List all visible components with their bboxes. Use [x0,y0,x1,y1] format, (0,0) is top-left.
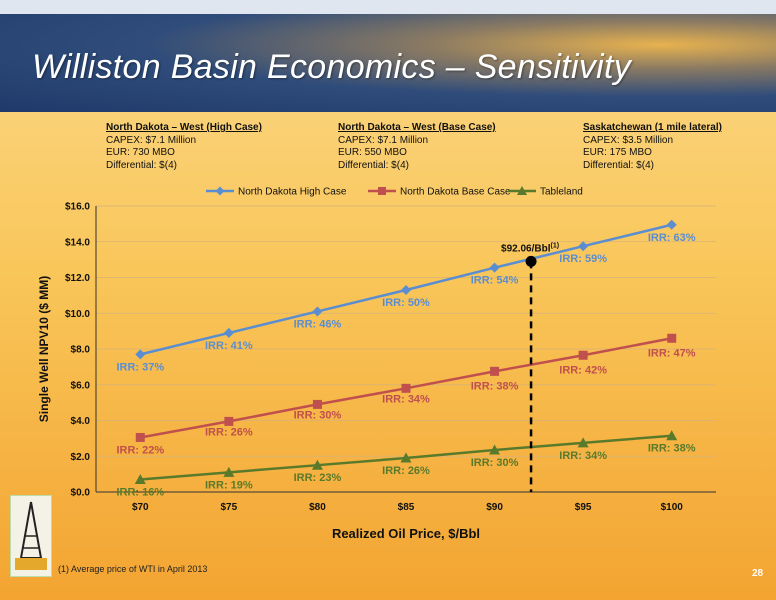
data-point [666,219,677,230]
y-axis-title: Single Well NPV10 ($ MM) [37,276,51,422]
irr-data-label: IRR: 34% [382,393,430,405]
y-tick-label: $14.0 [65,237,90,248]
oil-derrick-icon [15,501,47,570]
page-number: 28 [752,568,764,579]
x-tick-label: $100 [661,502,684,513]
y-tick-label: $16.0 [65,202,90,213]
legend-label: Tableland [540,187,583,198]
case-heading: North Dakota – West (High Case) [106,122,262,133]
data-point [490,366,500,376]
irr-data-label: IRR: 54% [471,275,519,287]
wti-price-marker-dot [525,255,537,267]
legend-label: North Dakota High Case [238,187,347,198]
data-point [311,459,323,470]
irr-data-label: IRR: 63% [648,232,696,244]
irr-data-label: IRR: 30% [471,457,519,469]
title-banner: Williston Basin Economics – Sensitivity [0,0,776,112]
data-point [577,437,589,448]
y-tick-label: $8.0 [71,345,91,356]
data-point [401,383,411,393]
y-tick-label: $6.0 [71,380,91,391]
x-tick-label: $85 [398,502,415,513]
irr-data-label: IRR: 19% [205,479,253,491]
irr-data-label: IRR: 38% [471,380,519,392]
case-info-base: North Dakota – West (Base Case) CAPEX: $… [338,122,496,172]
slide-title: Williston Basin Economics – Sensitivity [32,48,632,86]
x-tick-label: $95 [575,502,592,513]
irr-data-label: IRR: 59% [559,253,607,265]
case-info-high: North Dakota – West (High Case) CAPEX: $… [106,122,262,172]
case-eur: EUR: 730 MBO [106,147,175,158]
irr-data-label: IRR: 23% [294,472,342,484]
irr-data-label: IRR: 26% [382,465,430,477]
y-tick-label: $2.0 [71,452,91,463]
x-tick-label: $70 [132,502,149,513]
case-heading: North Dakota – West (Base Case) [338,122,496,133]
case-eur: EUR: 175 MBO [583,147,652,158]
data-point [400,452,412,463]
wti-price-annotation: $92.06/Bbl(1) [501,242,559,254]
x-axis-title: Realized Oil Price, $/Bbl [332,526,480,541]
irr-data-label: IRR: 42% [559,364,607,376]
irr-data-label: IRR: 46% [294,318,342,330]
irr-data-label: IRR: 37% [116,361,164,373]
irr-data-label: IRR: 41% [205,340,253,352]
data-point [578,241,589,252]
case-capex: CAPEX: $7.1 Million [338,134,429,146]
case-capex: CAPEX: $3.5 Million [583,134,674,146]
x-tick-label: $80 [309,502,326,513]
data-point [578,350,588,360]
irr-data-label: IRR: 47% [648,347,696,359]
data-point [223,327,234,338]
data-point [135,432,145,442]
case-differential: Differential: $(4) [583,159,654,171]
data-point [312,306,323,317]
case-heading: Saskatchewan (1 mile lateral) [583,122,722,133]
irr-data-label: IRR: 26% [205,426,253,438]
case-eur: EUR: 550 MBO [338,147,407,158]
case-capex: CAPEX: $7.1 Million [106,134,197,146]
company-logo [10,495,52,577]
irr-data-label: IRR: 50% [382,297,430,309]
y-tick-label: $12.0 [65,273,90,284]
legend-marker [215,186,225,196]
data-point [135,349,146,360]
data-point [489,444,501,455]
x-tick-label: $75 [221,502,238,513]
case-differential: Differential: $(4) [338,159,409,171]
irr-data-label: IRR: 38% [648,443,696,455]
data-point [489,262,500,273]
x-tick-label: $90 [486,502,503,513]
irr-data-label: IRR: 22% [116,444,164,456]
legend-label: North Dakota Base Case [400,187,511,198]
data-point [312,399,322,409]
data-point [224,416,234,426]
y-tick-label: $4.0 [71,416,91,427]
irr-data-label: IRR: 16% [116,486,164,498]
legend-marker [378,187,386,195]
legend-marker [517,186,527,195]
irr-data-label: IRR: 34% [559,450,607,462]
y-tick-label: $0.0 [71,488,91,499]
y-tick-label: $10.0 [65,309,90,320]
data-point [223,466,235,477]
data-point [134,473,146,484]
case-differential: Differential: $(4) [106,159,177,171]
data-point [667,333,677,343]
footnote: (1) Average price of WTI in April 2013 [58,564,208,574]
case-info-saskatchewan: Saskatchewan (1 mile lateral) CAPEX: $3.… [583,122,722,172]
data-point [401,285,411,296]
data-point [666,430,678,441]
irr-data-label: IRR: 30% [294,409,342,421]
